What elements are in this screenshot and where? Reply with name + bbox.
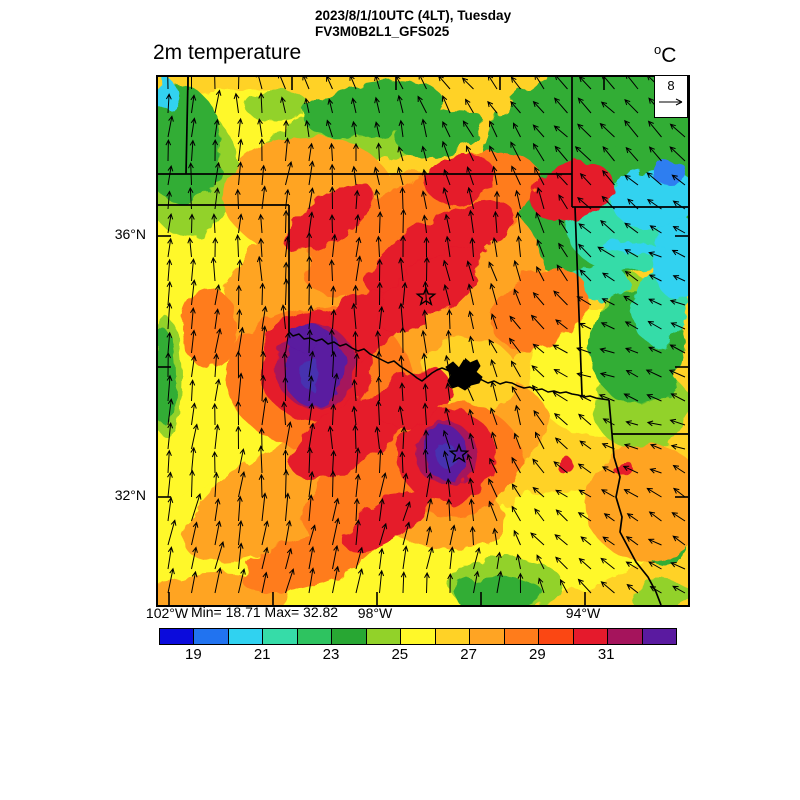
lat-tick-label: 36°N xyxy=(114,226,146,242)
colorbar-segment xyxy=(608,629,643,644)
colorbar-segment xyxy=(194,629,229,644)
colorbar-segment xyxy=(366,629,402,644)
wind-scale-key: 8 xyxy=(654,75,688,118)
colorbar-segment xyxy=(573,629,609,644)
wind-scale-arrow-icon xyxy=(659,98,683,106)
units-superscript: o xyxy=(654,42,662,57)
colorbar-segment xyxy=(160,629,195,644)
city-star-marker xyxy=(415,285,437,306)
colorbar-segment xyxy=(539,629,574,644)
colorbar-segment xyxy=(504,629,540,644)
colorbar-tick-label: 31 xyxy=(597,646,615,663)
map-canvas xyxy=(123,64,711,622)
colorbar-tick-label: 25 xyxy=(391,646,409,663)
temperature-field-plot xyxy=(123,64,711,622)
colorbar-tick-label: 27 xyxy=(460,646,477,663)
colorbar-segment xyxy=(435,629,471,644)
colorbar xyxy=(159,628,677,645)
lon-tick-label: 102°W xyxy=(145,605,189,621)
colorbar-tick-label: 19 xyxy=(185,646,202,663)
colorbar-segment xyxy=(263,629,298,644)
colorbar-tick-label: 21 xyxy=(253,646,271,663)
min-max-stats: Min= 18.71 Max= 32.82 xyxy=(191,604,339,620)
units-base: C xyxy=(661,44,677,67)
model-name-title: FV3M0B2L1_GFS025 xyxy=(315,24,450,39)
units-label: oC xyxy=(654,42,676,68)
colorbar-segment xyxy=(332,629,367,644)
colorbar-segment xyxy=(470,629,505,644)
lat-tick-label: 32°N xyxy=(114,487,146,503)
colorbar-segment xyxy=(228,629,264,644)
colorbar-segment xyxy=(401,629,436,644)
colorbar-segment xyxy=(642,629,677,644)
colorbar-tick-label: 23 xyxy=(322,646,340,663)
lon-tick-label: 94°W xyxy=(565,605,601,621)
city-star-marker xyxy=(448,442,470,463)
valid-time-title: 2023/8/1/10UTC (4LT), Tuesday xyxy=(315,8,512,23)
variable-title: 2m temperature xyxy=(153,41,302,64)
colorbar-segment xyxy=(297,629,333,644)
lon-tick-label: 98°W xyxy=(357,605,393,621)
colorbar-tick-label: 29 xyxy=(529,646,546,663)
wind-scale-value: 8 xyxy=(667,78,675,93)
